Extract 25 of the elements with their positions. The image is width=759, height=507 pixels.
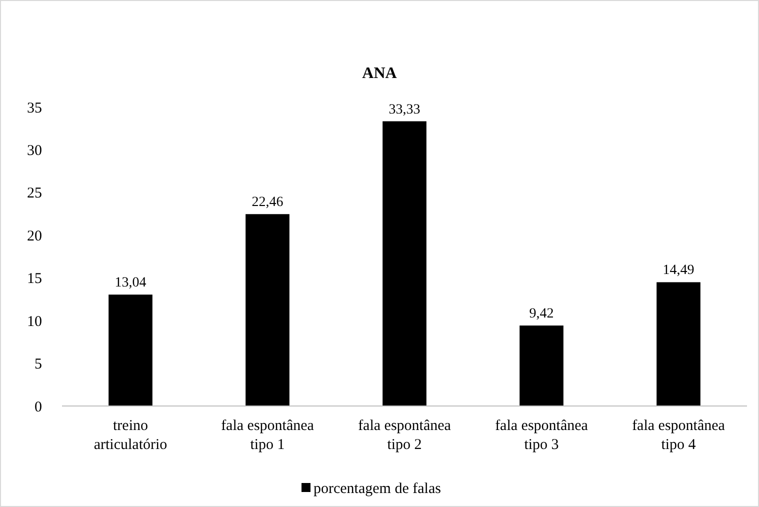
x-tick-label: fala espontânea tipo 2 (358, 418, 452, 453)
data-label: 14,49 (662, 263, 694, 278)
bar (656, 282, 700, 406)
bar (246, 214, 290, 406)
y-tick-label: 25 (27, 186, 42, 202)
y-tick-label: 15 (27, 271, 42, 288)
bar (382, 121, 426, 406)
legend-label: porcentagem de falas (314, 481, 442, 497)
data-label: 22,46 (252, 195, 284, 210)
x-tick-label: fala espontânea tipo 4 (632, 418, 726, 453)
x-tick-label: treino articulatório (94, 418, 168, 453)
y-tick-label: 20 (27, 228, 42, 244)
y-tick-label: 30 (27, 142, 42, 159)
x-tick-label: fala espontânea tipo 1 (221, 418, 314, 453)
y-tick-label: 0 (34, 399, 42, 416)
data-label: 13,04 (114, 276, 146, 291)
chart-title: ANA (362, 65, 398, 82)
x-tick-label: fala espontânea tipo 3 (495, 418, 588, 453)
data-label: 9,42 (529, 306, 554, 322)
bar (108, 294, 152, 406)
data-label: 33,33 (388, 102, 420, 118)
y-tick-label: 5 (34, 356, 42, 373)
y-tick-label: 10 (27, 314, 42, 330)
bar (520, 326, 564, 406)
y-tick-label: 35 (27, 100, 42, 116)
